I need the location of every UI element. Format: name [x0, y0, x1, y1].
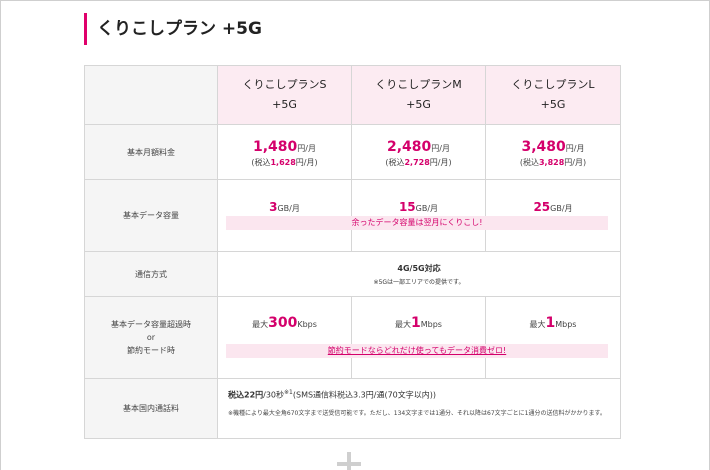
- speed-prefix: 最大: [252, 320, 269, 329]
- tax-suffix: 円/月): [564, 158, 587, 167]
- tax-prefix: (税込: [251, 158, 271, 167]
- speed-value: 1: [411, 315, 421, 331]
- data-amount: 15: [398, 200, 416, 214]
- plan-header-s: くりこしプランS +5G: [217, 65, 352, 125]
- speed-value: 1: [545, 315, 556, 331]
- plan-header-l: くりこしプランL +5G: [485, 65, 621, 125]
- system-main: 4G/5G対応: [397, 263, 441, 273]
- call-rate-unit: /30秒: [263, 390, 285, 400]
- tax-suffix: 円/月): [295, 158, 318, 167]
- price-cell-l: 3,480円/月 (税込3,828円/月): [485, 124, 621, 180]
- monthly-price: 1,480: [253, 139, 298, 155]
- tax-prefix: (税込: [385, 158, 405, 167]
- monthly-price: 2,480: [387, 139, 432, 155]
- overage-label-line1: 基本データ容量超過時: [111, 320, 191, 329]
- data-cell-l: 25GB/月: [485, 179, 621, 252]
- footnote-marker: ※1: [284, 389, 293, 396]
- data-unit: GB/月: [415, 204, 439, 213]
- data-cell-m: 15GB/月: [351, 179, 486, 252]
- row-label-overage: 基本データ容量超過時 or 節約モード時: [84, 296, 218, 379]
- rollover-banner: 余ったデータ容量は翌月にくりこし!: [226, 216, 608, 230]
- plan-header-m: くりこしプランM +5G: [351, 65, 486, 125]
- speed-prefix: 最大: [395, 320, 411, 329]
- data-amount: 3: [269, 200, 278, 214]
- plan-suffix: +5G: [540, 98, 566, 111]
- plan-name: くりこしプランL: [511, 78, 595, 91]
- price-cell-s: 1,480円/月 (税込1,628円/月): [217, 124, 352, 180]
- speed-prefix: 最大: [529, 320, 546, 329]
- call-cell: 税込22円/30秒※1(SMS通信料税込3.3円/通(70文字以内)) ※機種に…: [217, 378, 621, 439]
- tax-suffix: 円/月): [429, 158, 452, 167]
- speed-cell-m: 最大1Mbps: [351, 296, 486, 379]
- data-unit: GB/月: [550, 204, 573, 213]
- system-note: ※5Gは一部エリアでの提供です。: [373, 278, 465, 286]
- price-unit: 円/月: [431, 144, 450, 153]
- plan-name: くりこしプランM: [375, 78, 462, 91]
- page-title: くりこしプラン +5G: [84, 13, 262, 45]
- tax-prefix: (税込: [519, 158, 539, 167]
- tax-price: 1,628: [270, 158, 296, 167]
- call-rate: 税込22円/30秒※1(SMS通信料税込3.3円/通(70文字以内)): [228, 389, 610, 401]
- system-cell: 4G/5G対応 ※5Gは一部エリアでの提供です。: [217, 251, 621, 297]
- monthly-price: 3,480: [521, 139, 566, 155]
- saving-mode-link[interactable]: 節約モードならどれだけ使ってもデータ消費ゼロ!: [226, 344, 608, 358]
- speed-unit: Kbps: [297, 320, 317, 329]
- corner-cell: [84, 65, 218, 125]
- data-cell-s: 3GB/月: [217, 179, 352, 252]
- plan-comparison-table: くりこしプランS +5G くりこしプランM +5G くりこしプランL +5G 基…: [84, 65, 621, 439]
- speed-cell-l: 最大1Mbps: [485, 296, 621, 379]
- data-unit: GB/月: [277, 204, 300, 213]
- data-amount: 25: [533, 200, 551, 214]
- tax-price: 3,828: [538, 158, 565, 167]
- sms-rate: (SMS通信料税込3.3円/通(70文字以内)): [292, 390, 437, 400]
- overage-label-line3: 節約モード時: [127, 346, 175, 355]
- call-note: ※機種により最大全角670文字まで送受信可能です。ただし、134文字までは1通分…: [228, 409, 606, 417]
- call-rate-bold: 税込22円: [228, 390, 264, 400]
- row-label-call: 基本国内通話料: [84, 378, 218, 439]
- speed-value: 300: [268, 315, 298, 331]
- plan-suffix: +5G: [272, 98, 297, 111]
- tax-price: 2,728: [404, 158, 430, 167]
- speed-cell-s: 最大300Kbps: [217, 296, 352, 379]
- price-cell-m: 2,480円/月 (税込2,728円/月): [351, 124, 486, 180]
- row-label-data: 基本データ容量: [84, 179, 218, 252]
- speed-unit: Mbps: [420, 320, 442, 329]
- speed-unit: Mbps: [555, 320, 577, 329]
- plus-icon[interactable]: [337, 452, 361, 470]
- row-label-price: 基本月額料金: [84, 124, 218, 180]
- row-label-system: 通信方式: [84, 251, 218, 297]
- price-unit: 円/月: [565, 144, 585, 153]
- plan-suffix: +5G: [406, 98, 431, 111]
- plan-name: くりこしプランS: [242, 78, 327, 91]
- price-unit: 円/月: [297, 144, 316, 153]
- overage-label-line2: or: [146, 333, 156, 342]
